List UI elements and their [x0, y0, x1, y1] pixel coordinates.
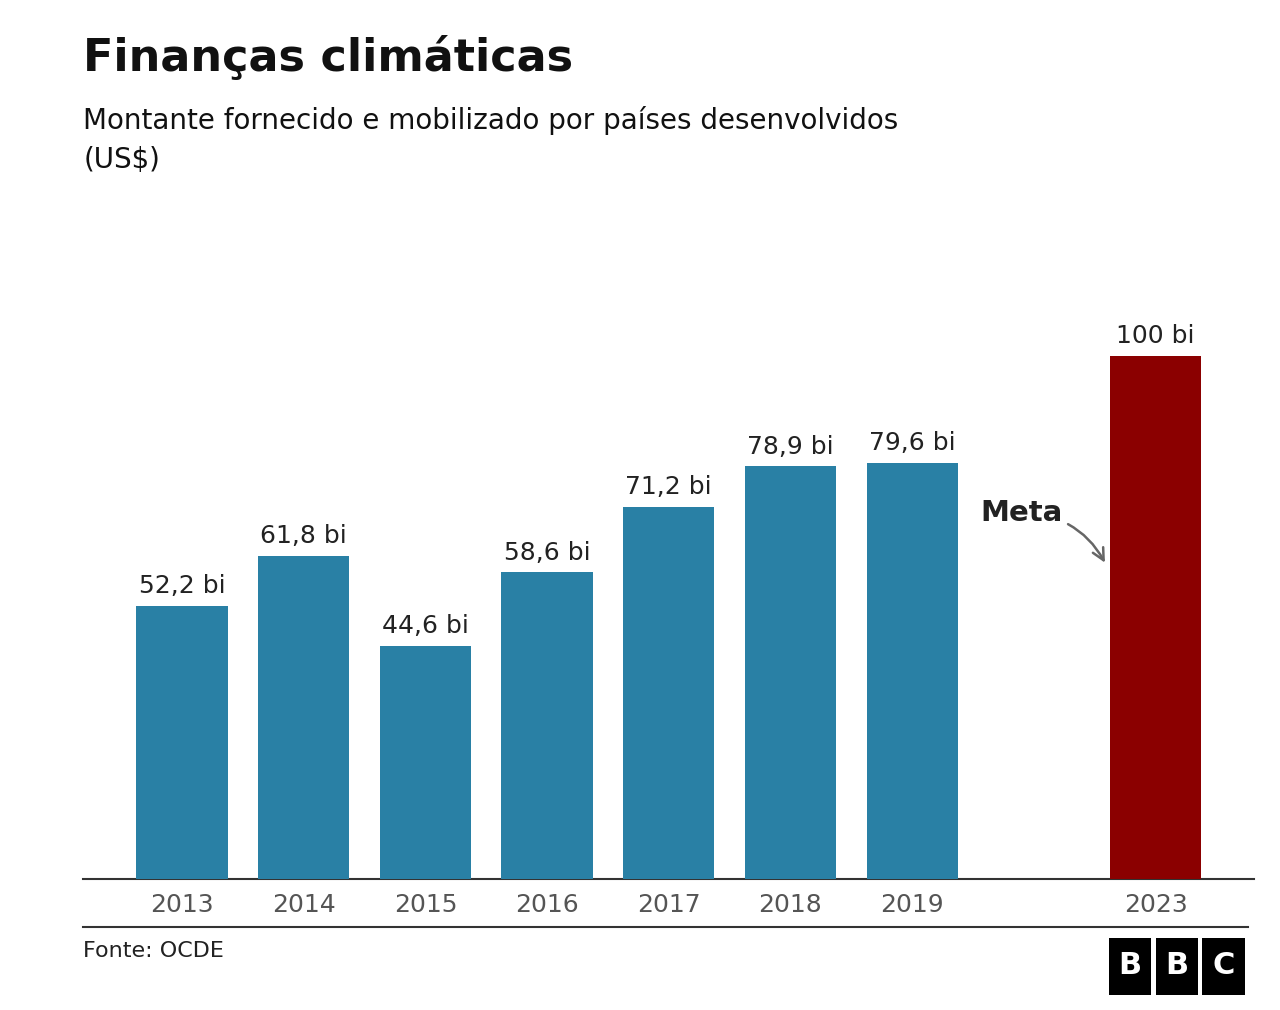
Text: 61,8 bi: 61,8 bi [260, 524, 347, 547]
Text: 52,2 bi: 52,2 bi [138, 574, 225, 598]
Text: B: B [1119, 950, 1142, 980]
Text: 58,6 bi: 58,6 bi [504, 540, 590, 565]
Text: 44,6 bi: 44,6 bi [381, 614, 468, 637]
Text: 79,6 bi: 79,6 bi [869, 431, 955, 454]
Bar [745, 467, 836, 879]
Bar [623, 507, 714, 879]
Text: C: C [1212, 950, 1235, 980]
Bar [137, 606, 228, 879]
Bar [380, 645, 471, 879]
FancyBboxPatch shape [1202, 938, 1244, 995]
Bar [867, 463, 957, 879]
Text: Montante fornecido e mobilizado por países desenvolvidos
(US$): Montante fornecido e mobilizado por país… [83, 106, 899, 174]
Bar [1110, 357, 1201, 879]
FancyBboxPatch shape [1108, 938, 1151, 995]
Bar [502, 573, 593, 879]
Bar [259, 556, 349, 879]
Text: Meta: Meta [980, 499, 1103, 561]
Text: 78,9 bi: 78,9 bi [748, 434, 833, 459]
FancyBboxPatch shape [1156, 938, 1198, 995]
Text: Finanças climáticas: Finanças climáticas [83, 35, 573, 81]
Text: 71,2 bi: 71,2 bi [626, 475, 712, 499]
Text: Fonte: OCDE: Fonte: OCDE [83, 941, 224, 962]
Text: B: B [1165, 950, 1188, 980]
Text: 100 bi: 100 bi [1116, 324, 1194, 348]
